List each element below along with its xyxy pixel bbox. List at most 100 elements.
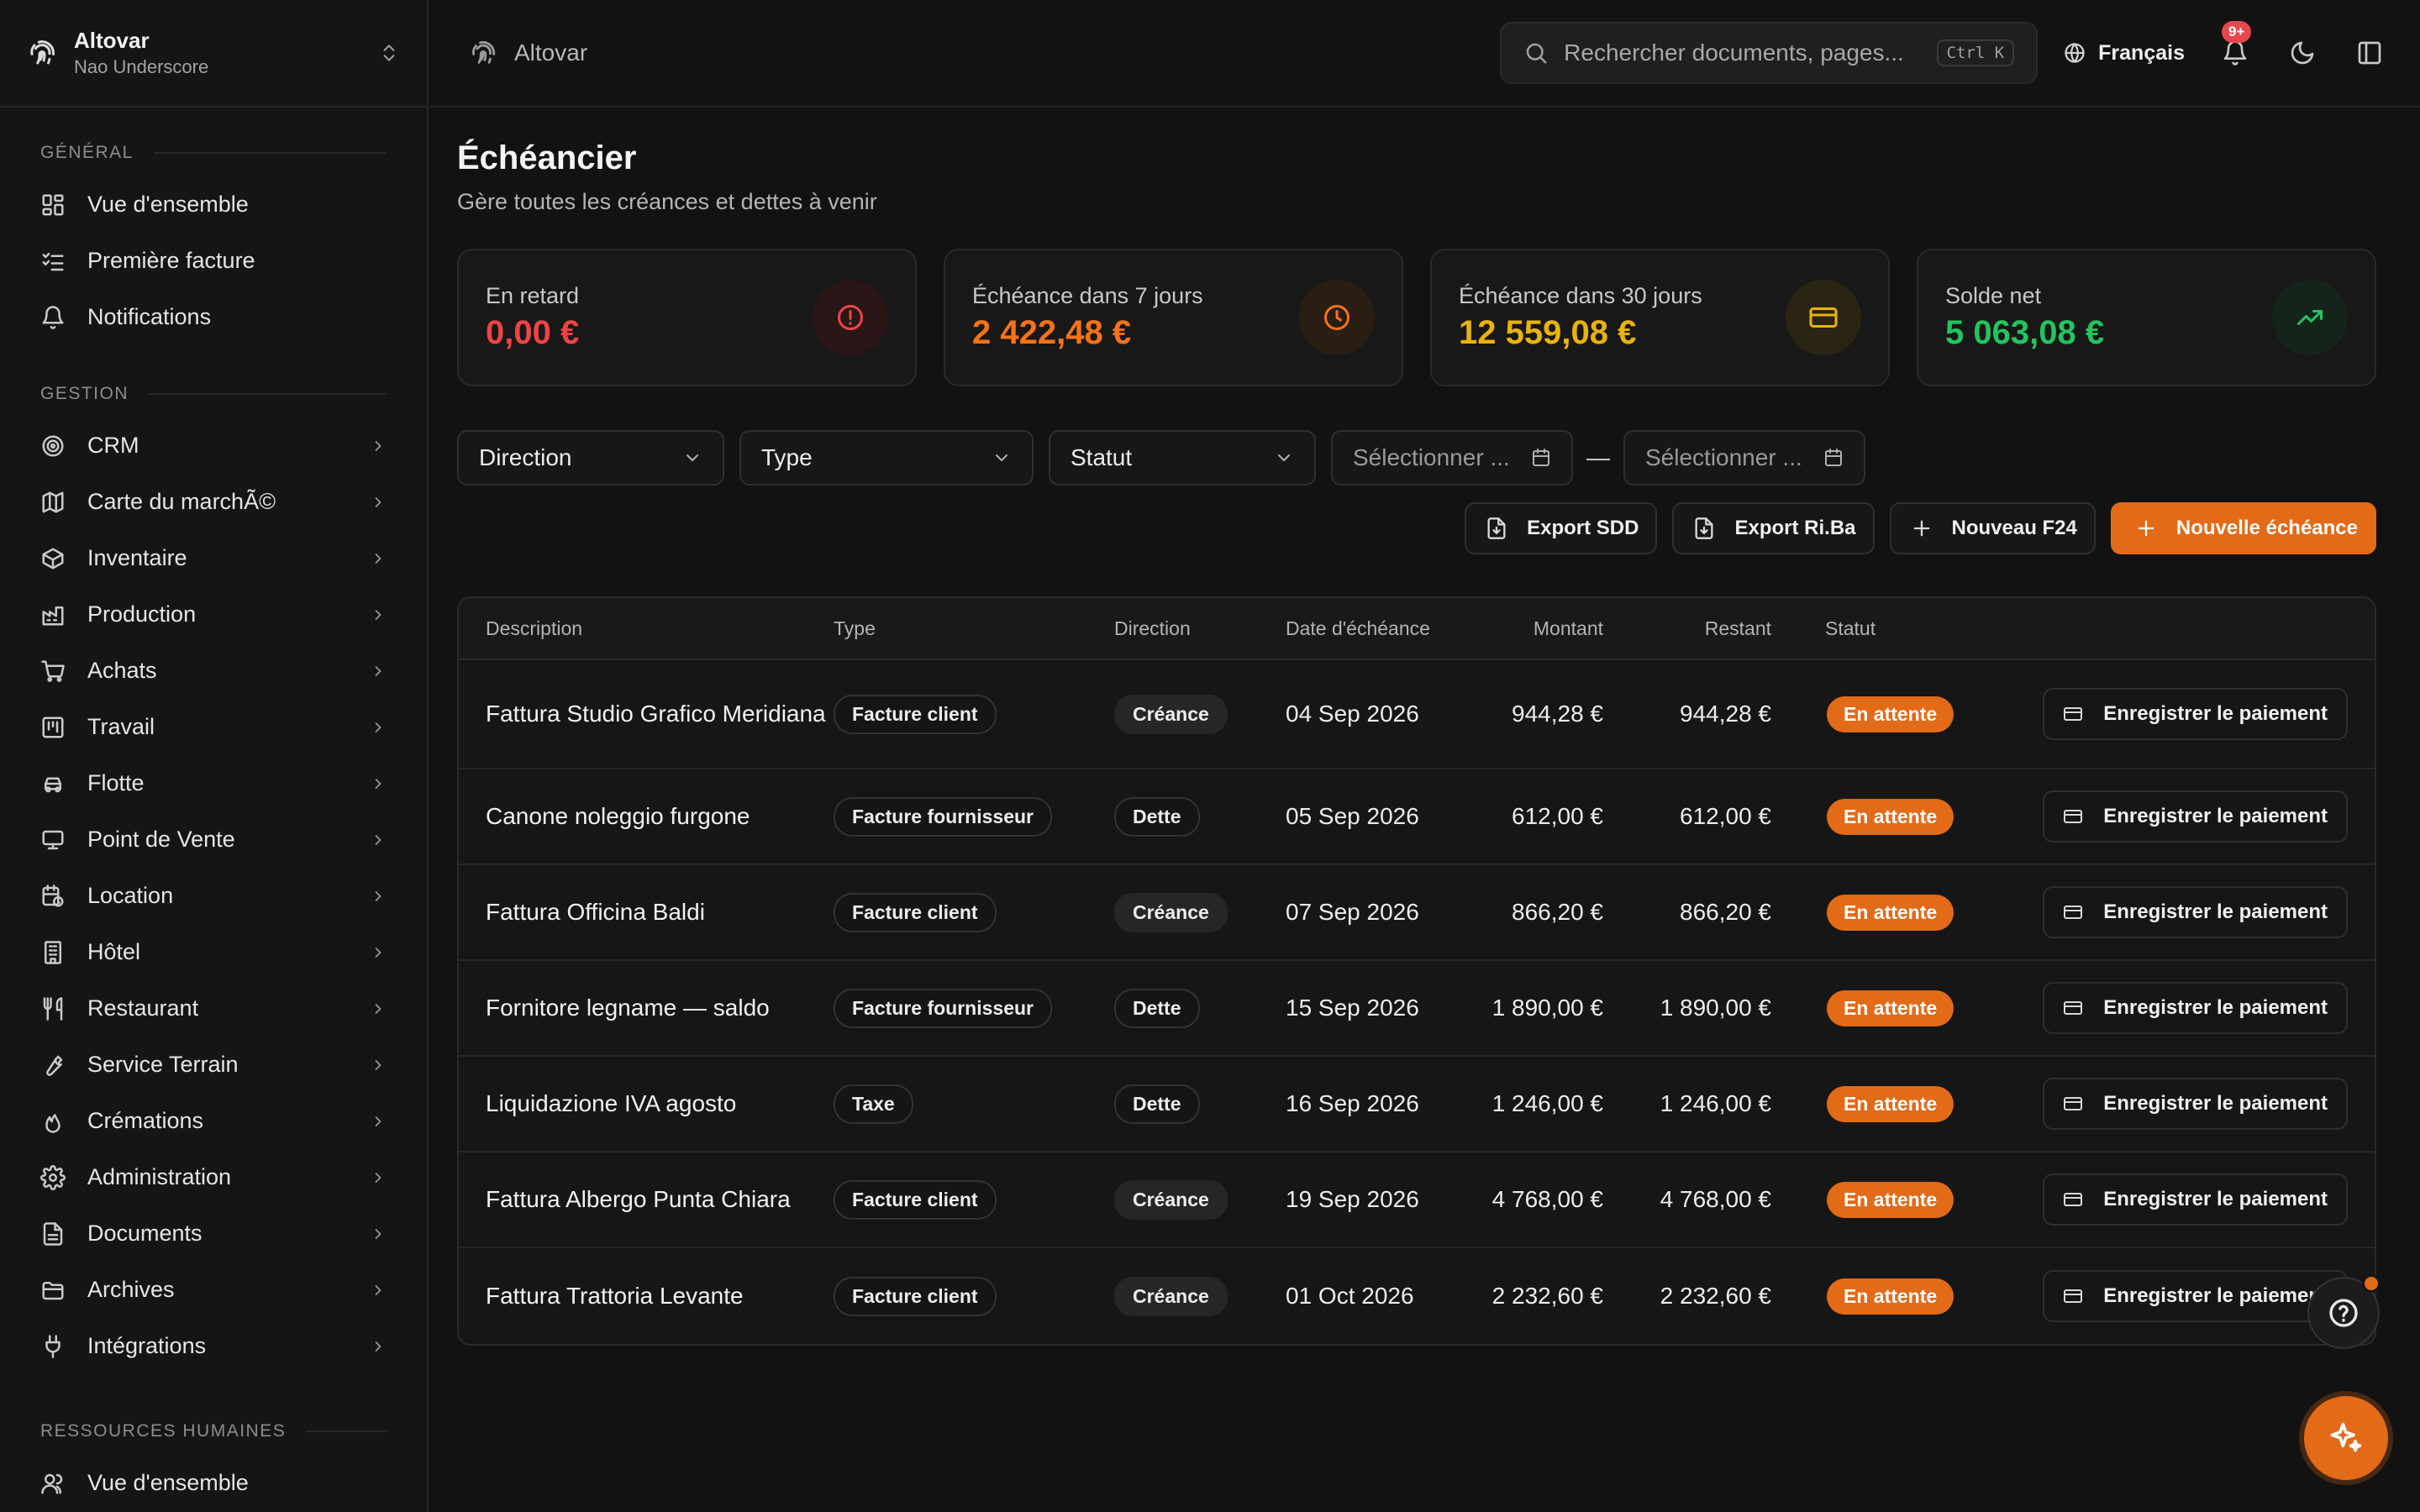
folder-icon bbox=[42, 1281, 64, 1299]
sidebar-item-label: Vue d'ensemble bbox=[87, 192, 249, 217]
ai-assistant-button[interactable] bbox=[2304, 1396, 2388, 1480]
statut-filter[interactable]: Statut bbox=[1049, 430, 1316, 486]
sidebar-item-documents[interactable]: Documents bbox=[40, 1205, 387, 1262]
th-restant[interactable]: Restant bbox=[1704, 617, 1771, 639]
cell-description: Canone noleggio furgone bbox=[486, 803, 750, 829]
sidebar-item-archives[interactable]: Archives bbox=[40, 1262, 387, 1318]
org-switcher[interactable]: Altovar Nao Underscore bbox=[0, 0, 427, 108]
sidebar-item-cre-mations[interactable]: Crémations bbox=[40, 1093, 387, 1149]
sidebar-item-carte-du-marcha[interactable]: Carte du marchÃ© bbox=[40, 474, 387, 530]
flame-icon bbox=[45, 1113, 60, 1133]
actions-bar: Export SDD Export Ri.Ba Nouveau F24 Nouv… bbox=[457, 502, 2376, 554]
chevrons-up-down-icon[interactable] bbox=[378, 42, 400, 64]
stat-card-solde-net: Solde net 5 063,08 € bbox=[1917, 249, 2376, 386]
type-filter[interactable]: Type bbox=[739, 430, 1034, 486]
chevron-right-icon bbox=[375, 665, 381, 676]
cell-direction: Créance bbox=[1114, 1276, 1286, 1316]
record-payment-label: Enregistrer le paiement bbox=[2103, 805, 2328, 827]
credit-card-icon bbox=[2064, 1001, 2083, 1015]
nouvelle-echeance-label: Nouvelle échéance bbox=[2175, 517, 2358, 539]
record-payment-button[interactable]: Enregistrer le paiement bbox=[2043, 982, 2348, 1034]
credit-card-icon bbox=[2064, 707, 2083, 721]
theme-toggle[interactable] bbox=[2289, 39, 2316, 66]
record-payment-button[interactable]: Enregistrer le paiement bbox=[2043, 886, 2348, 938]
target-icon bbox=[42, 435, 64, 456]
export-sdd-button[interactable]: Export SDD bbox=[1465, 502, 1658, 554]
sidebar-item-achats[interactable]: Achats bbox=[40, 643, 387, 699]
sidebar-item-inventaire[interactable]: Inventaire bbox=[40, 530, 387, 586]
sidebar-item-administration[interactable]: Administration bbox=[40, 1149, 387, 1205]
breadcrumb[interactable]: Altovar bbox=[514, 39, 588, 66]
search-icon bbox=[1526, 43, 1547, 64]
sidebar-item-notifications[interactable]: Notifications bbox=[40, 289, 387, 345]
record-payment-button[interactable]: Enregistrer le paiement bbox=[2043, 1173, 2348, 1226]
sidebar-item-travail[interactable]: Travail bbox=[40, 699, 387, 755]
sidebar-item-vue-d-ensemble[interactable]: Vue d'ensemble bbox=[40, 176, 387, 233]
cell-type: Facture client bbox=[834, 694, 1114, 734]
stat-label: Échéance dans 30 jours bbox=[1459, 283, 1702, 308]
stat-text: Échéance dans 30 jours 12 559,08 € bbox=[1459, 283, 1786, 352]
type-filter-label: Type bbox=[761, 444, 813, 470]
cell-direction: Dette bbox=[1114, 796, 1286, 837]
sidebar-item-service-terrain[interactable]: Service Terrain bbox=[40, 1037, 387, 1093]
sidebar-item-location[interactable]: Location bbox=[40, 868, 387, 924]
sidebar-item-label: Production bbox=[87, 601, 197, 627]
sidebar-item-label: Crémations bbox=[87, 1108, 204, 1133]
chevron-right-icon bbox=[375, 496, 381, 507]
export-riba-button[interactable]: Export Ri.Ba bbox=[1672, 502, 1875, 554]
notifications-button[interactable]: 9+ bbox=[2222, 21, 2252, 66]
status-badge: En attente bbox=[1827, 696, 1954, 732]
date-range-separator: — bbox=[1586, 444, 1610, 470]
cell-type: Taxe bbox=[834, 1084, 1114, 1124]
date-to-picker[interactable]: Sélectionner ... bbox=[1623, 430, 1865, 486]
chevron-right-icon bbox=[375, 890, 381, 901]
sidebar-item-crm[interactable]: CRM bbox=[40, 417, 387, 474]
file-icon bbox=[43, 1221, 63, 1246]
sidebar-item-point-de-vente[interactable]: Point de Vente bbox=[40, 811, 387, 868]
cell-restant: 1 890,00 € bbox=[1660, 995, 1771, 1021]
stat-icon-badge bbox=[813, 280, 888, 355]
direction-filter[interactable]: Direction bbox=[457, 430, 724, 486]
th-type[interactable]: Type bbox=[834, 617, 876, 639]
sidebar-item-label: Travail bbox=[87, 714, 155, 739]
sidebar-item-flotte[interactable]: Flotte bbox=[40, 755, 387, 811]
record-payment-button[interactable]: Enregistrer le paiement bbox=[2043, 790, 2348, 843]
sidebar-item-premie-re-facture[interactable]: Première facture bbox=[40, 233, 387, 289]
sidebar-item-vue-d-ensemble[interactable]: Vue d'ensemble bbox=[40, 1455, 387, 1511]
th-statut[interactable]: Statut bbox=[1825, 617, 1876, 639]
cell-actions: Enregistrer le paiement bbox=[1956, 688, 2375, 740]
file-download-icon bbox=[1487, 517, 1506, 539]
cell-actions: Enregistrer le paiement bbox=[1956, 1270, 2375, 1322]
sidebar-item-ho-tel[interactable]: Hôtel bbox=[40, 924, 387, 980]
date-from-picker[interactable]: Sélectionner ... bbox=[1331, 430, 1573, 486]
sidebar-item-restaurant[interactable]: Restaurant bbox=[40, 980, 387, 1037]
search-input[interactable]: Rechercher documents, pages... Ctrl K bbox=[1500, 22, 2039, 84]
help-button[interactable] bbox=[2307, 1277, 2380, 1349]
echeances-table: Description Type Direction Date d'échéan… bbox=[457, 596, 2376, 1346]
cell-restant: 4 768,00 € bbox=[1660, 1186, 1771, 1212]
record-payment-button[interactable]: Enregistrer le paiement bbox=[2043, 1078, 2348, 1130]
sidebar-item-inte-grations[interactable]: Intégrations bbox=[40, 1318, 387, 1374]
page-title: Échéancier bbox=[457, 139, 637, 176]
th-direction[interactable]: Direction bbox=[1114, 617, 1191, 639]
record-payment-button[interactable]: Enregistrer le paiement bbox=[2043, 688, 2348, 740]
nouveau-f24-button[interactable]: Nouveau F24 bbox=[1889, 502, 2096, 554]
type-badge: Facture client bbox=[834, 892, 997, 932]
sidebar-item-label: Point de Vente bbox=[87, 827, 235, 852]
sidebar-item-production[interactable]: Production bbox=[40, 586, 387, 643]
language-switcher[interactable]: Français bbox=[2063, 41, 2185, 66]
nouvelle-echeance-button[interactable]: Nouvelle échéance bbox=[2110, 502, 2376, 554]
sidebar-item-label: Service Terrain bbox=[87, 1052, 239, 1077]
cell-statut: En attente bbox=[1771, 696, 1956, 732]
record-payment-button[interactable]: Enregistrer le paiement bbox=[2043, 1270, 2348, 1322]
th-date[interactable]: Date d'échéance bbox=[1286, 617, 1430, 639]
table-row: Fornitore legname — saldo Facture fournis… bbox=[459, 961, 2375, 1057]
chevron-right-icon bbox=[375, 1228, 381, 1239]
org-user: Nao Underscore bbox=[74, 56, 209, 77]
th-description[interactable]: Description bbox=[486, 617, 583, 639]
stat-label: Solde net bbox=[1945, 283, 2042, 308]
panel-toggle[interactable] bbox=[2356, 39, 2383, 66]
th-montant[interactable]: Montant bbox=[1533, 617, 1603, 639]
export-sdd-label: Export SDD bbox=[1527, 517, 1639, 539]
cell-description: Fattura Trattoria Levante bbox=[486, 1283, 744, 1309]
